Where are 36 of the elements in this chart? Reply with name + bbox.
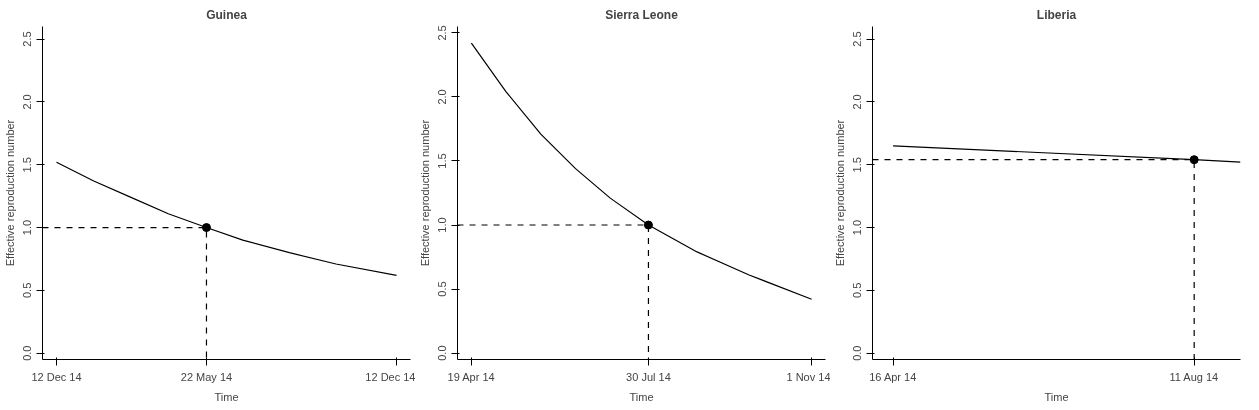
chart-title: Liberia: [1036, 7, 1077, 22]
y-tick-label: 1.5: [851, 157, 864, 173]
y-tick-label: 1.0: [21, 219, 34, 236]
chart-title: Sierra Leone: [605, 7, 679, 22]
line-series: [470, 42, 813, 300]
x-tick-label: 30 Jul 14: [626, 370, 671, 383]
y-axis-title: Effective reproduction number: [3, 119, 16, 267]
y-axis-title: Effective reproduction number: [833, 119, 846, 267]
y-tick-label: 0.5: [851, 282, 864, 299]
y-tick-label: 0.0: [851, 345, 864, 361]
y-tick-label: 2.5: [851, 31, 864, 47]
y-tick-label: 2.5: [21, 31, 34, 47]
y-axis-title: Effective reproduction number: [418, 119, 431, 267]
y-tick-label: 0.5: [21, 282, 34, 299]
y-tick-label: 2.5: [436, 25, 449, 41]
x-tick-label: 11 Aug 14: [1169, 370, 1219, 383]
y-tick-label: 2.0: [21, 94, 34, 110]
x-tick-label: 16 Apr 14: [869, 370, 917, 383]
y-tick-label: 1.5: [21, 157, 34, 173]
y-tick-label: 1.0: [851, 219, 864, 236]
y-tick-label: 0.5: [436, 281, 449, 297]
x-tick-label: 19 Apr 14: [447, 370, 495, 383]
x-tick-label: 22 May 14: [180, 370, 233, 383]
x-axis-title: Time: [214, 390, 239, 403]
chart-title: Guinea: [206, 7, 248, 22]
y-tick-label: 2.0: [851, 94, 864, 110]
y-tick-label: 0.0: [21, 345, 34, 361]
y-tick-label: 2.0: [436, 89, 449, 105]
y-tick-label: 0.0: [436, 345, 449, 361]
y-tick-label: 1.0: [436, 217, 449, 233]
x-tick-label: 12 Dec 14: [31, 370, 82, 383]
x-tick-label: 1 Nov 14: [786, 370, 831, 383]
x-tick-label: 12 Dec 14: [365, 370, 416, 383]
x-axis-title: Time: [629, 390, 654, 403]
x-axis-title: Time: [1044, 390, 1069, 403]
y-tick-label: 1.5: [436, 153, 449, 169]
